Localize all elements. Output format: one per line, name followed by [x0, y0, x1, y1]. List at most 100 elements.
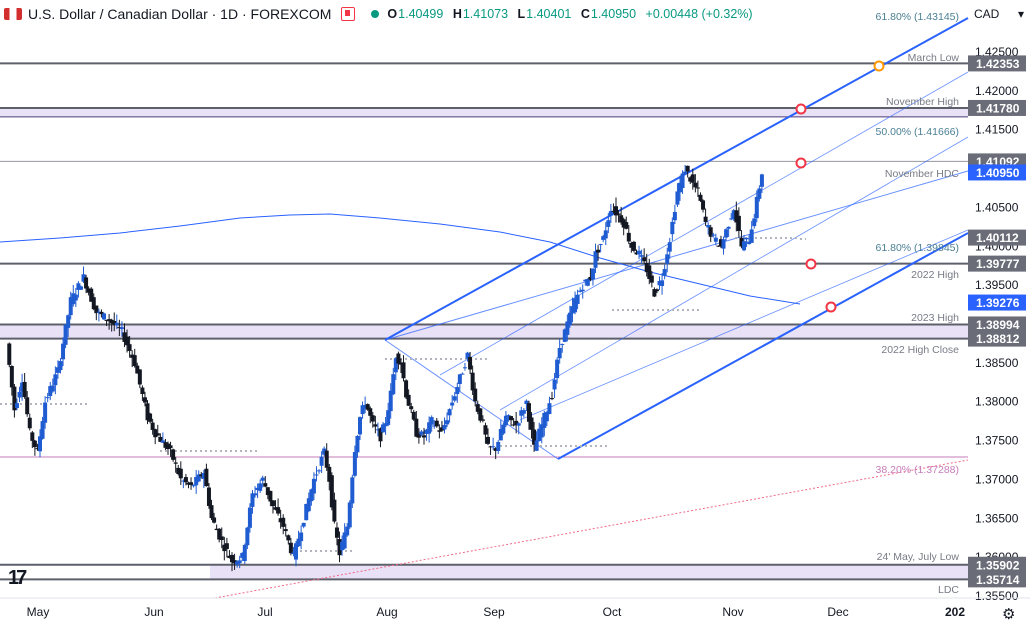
candle-body [588, 276, 593, 280]
candle-body [102, 313, 106, 320]
candle-body [301, 522, 306, 527]
candle-body [58, 361, 63, 371]
candle-body [744, 237, 749, 240]
candle-body [544, 412, 549, 422]
candle-body [759, 174, 764, 187]
candle-body [43, 402, 48, 423]
y-tick-label: 1.39500 [975, 278, 1019, 292]
candle-body [194, 477, 199, 486]
candle-body [299, 532, 304, 542]
candle-body [61, 343, 66, 360]
candle-body [585, 279, 590, 286]
candle-body [652, 289, 657, 297]
candle-body [493, 448, 498, 451]
candle-body [567, 312, 572, 326]
candle-body [693, 182, 698, 188]
candle-body [437, 430, 442, 432]
y-tick-label: 1.37000 [975, 472, 1019, 486]
candle-body [667, 242, 672, 252]
candle-body [427, 422, 432, 434]
candle-body [94, 305, 99, 314]
candle-body [683, 171, 688, 175]
candle-body [73, 294, 78, 301]
candle-body [488, 446, 493, 448]
price-badge-label: 1.35714 [976, 573, 1020, 587]
candle-body [619, 215, 624, 223]
candle-body [606, 220, 611, 227]
y-tick-label: 1.38000 [975, 395, 1019, 409]
channel-median-line [384, 170, 969, 341]
candle-body [562, 329, 567, 342]
candle-body [224, 543, 229, 549]
candle-body [404, 380, 409, 398]
y-tick-label: 1.40500 [975, 200, 1019, 214]
time-axis: May Jun Jul Aug Sep Oct Nov Dec 202 [0, 597, 1030, 619]
candle-body [7, 343, 12, 365]
candle-body [40, 421, 45, 439]
price-badge-label: 1.39276 [976, 296, 1020, 310]
candle-body [342, 532, 347, 549]
x-tick-label: Nov [722, 605, 743, 619]
candle-body [721, 239, 726, 249]
candle-body [327, 466, 332, 482]
candle-body [340, 541, 345, 551]
candle-body [734, 210, 739, 223]
candle-body [501, 424, 506, 434]
candle-body [148, 413, 153, 422]
x-tick-label: Aug [376, 605, 397, 619]
channel-base-line [384, 339, 559, 460]
candle-body [89, 288, 94, 302]
candle-body [214, 528, 219, 531]
candle-body [127, 344, 132, 351]
price-axis: 1.425001.420001.415001.405001.400001.395… [968, 28, 1030, 603]
channel-lower-line [557, 232, 969, 460]
candle-body [22, 381, 27, 398]
currency-selector[interactable]: CAD ▾ [968, 0, 1030, 28]
candle-body [25, 397, 30, 415]
candle-body [486, 436, 490, 444]
candle-body [114, 322, 119, 326]
candle-body [383, 423, 388, 427]
candle-body [752, 218, 757, 227]
level-label: 24' May, July Low [877, 551, 960, 563]
candle-body [35, 448, 40, 450]
candle-body [649, 275, 654, 283]
candle-body [117, 327, 122, 329]
channel-quarter-line [439, 71, 969, 376]
ohlc-open: O1.40499 [387, 7, 444, 21]
candle-body [311, 478, 316, 494]
candle-body [132, 355, 137, 367]
trend-line-dotted [214, 459, 969, 599]
gear-icon[interactable]: ⚙ [1002, 606, 1016, 623]
level-label: 61.80% (1.43145) [876, 11, 959, 23]
candle-body [614, 206, 618, 216]
candle-body [375, 429, 380, 431]
candle-body [66, 315, 71, 328]
candle-body [212, 517, 217, 523]
x-tick-label: Oct [603, 605, 622, 619]
candle-body [532, 429, 537, 445]
candle-body [701, 200, 706, 210]
candle-body [27, 417, 32, 429]
candle-body [475, 404, 480, 412]
symbol-title[interactable]: U.S. Dollar / Canadian Dollar · 1D · FOR… [28, 6, 332, 22]
candle-body [137, 369, 142, 385]
candle-body [478, 408, 483, 421]
candle-body [281, 517, 286, 527]
price-badge-label: 1.38994 [976, 318, 1020, 332]
candle-body [401, 362, 406, 379]
candle-body [199, 474, 204, 477]
tradingview-logo-icon[interactable]: 17 [8, 567, 27, 589]
candle-body [258, 483, 263, 491]
candle-body [503, 415, 508, 426]
candle-body [624, 222, 629, 229]
touch-point-marker [795, 103, 807, 115]
price-badge [968, 255, 1026, 272]
candle-body [439, 427, 444, 431]
alert-icon[interactable] [341, 7, 356, 21]
ohlc-readout: O1.40499 H1.41073 L1.40401 C1.40950 +0.0… [387, 7, 758, 21]
candle-body [283, 529, 288, 532]
candle-body [130, 354, 135, 358]
moving-average-line [0, 213, 801, 305]
